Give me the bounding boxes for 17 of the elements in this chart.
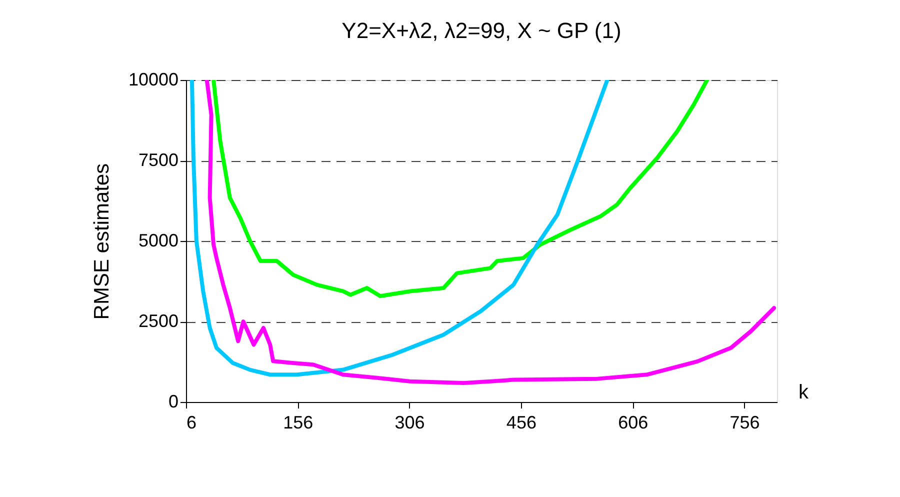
line-series [212,80,710,298]
x-axis-title: k [798,382,810,404]
y-tick-label: 2500 [138,311,178,331]
x-tick-label: 306 [394,412,425,432]
chart-title: Y2=X+λ2, λ2=99, X ~ GP (1) [342,18,622,43]
x-tick-label: 456 [506,412,536,432]
x-tick-label: 606 [618,412,648,432]
y-tick-label: 0 [168,392,178,412]
y-tick-label: 10000 [128,70,178,90]
x-tick-label: 756 [730,412,760,432]
line-series [204,80,776,385]
y-tick-label: 5000 [138,230,178,250]
x-tick-label: 156 [283,412,314,432]
line-series [190,80,610,377]
y-tick-label: 7500 [138,150,178,170]
x-tick-label: 6 [186,412,197,432]
y-axis-title: RMSE estimates [90,163,114,320]
